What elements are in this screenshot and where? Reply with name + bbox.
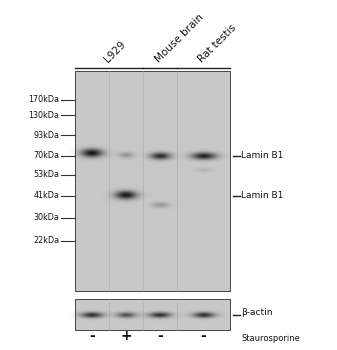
Text: 130kDa: 130kDa xyxy=(28,111,59,120)
Text: 53kDa: 53kDa xyxy=(33,170,59,179)
Bar xyxy=(75,71,230,291)
Text: 30kDa: 30kDa xyxy=(33,213,59,222)
Text: -: - xyxy=(89,329,95,343)
Text: +: + xyxy=(120,329,132,343)
Text: Mouse brain: Mouse brain xyxy=(153,12,205,64)
Text: 22kDa: 22kDa xyxy=(33,236,59,245)
Text: Rat testis: Rat testis xyxy=(196,22,238,64)
Text: Lamin B1: Lamin B1 xyxy=(241,191,283,200)
Text: -: - xyxy=(201,329,206,343)
Text: β-actin: β-actin xyxy=(241,308,273,317)
Text: Staurosporine: Staurosporine xyxy=(241,334,300,343)
Text: 41kDa: 41kDa xyxy=(33,191,59,200)
Text: -: - xyxy=(157,329,163,343)
Text: 70kDa: 70kDa xyxy=(33,152,59,160)
Text: 170kDa: 170kDa xyxy=(28,95,59,104)
Text: Lamin B1: Lamin B1 xyxy=(241,152,283,160)
Bar xyxy=(75,299,230,330)
Text: 93kDa: 93kDa xyxy=(33,131,59,140)
Text: L929: L929 xyxy=(102,39,127,64)
